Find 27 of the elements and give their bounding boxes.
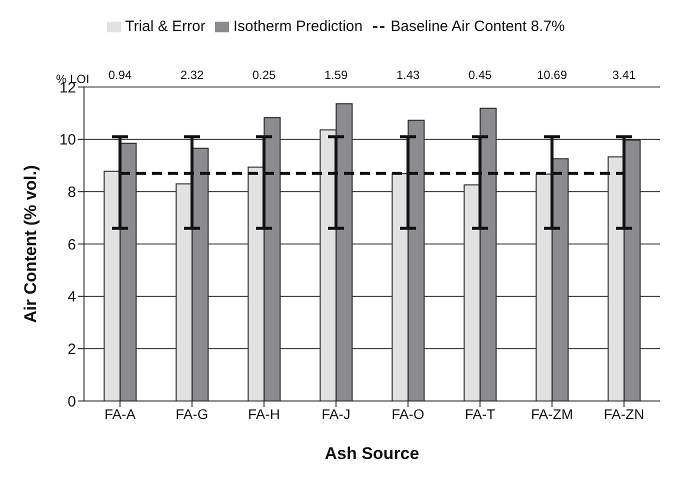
legend-label: Trial & Error — [125, 18, 206, 35]
y-tick-label: 8 — [68, 184, 76, 201]
text: 0.45 — [468, 68, 492, 82]
text: 3.41 — [612, 68, 636, 82]
x-tick-label: FA-ZN — [604, 406, 644, 422]
text: 10.69 — [536, 68, 568, 82]
y-tick-label: 4 — [68, 288, 76, 306]
x-tick-label: FA-J — [322, 406, 350, 422]
y-tick-label: 6 — [68, 236, 76, 254]
y-tick-label: 2 — [68, 340, 76, 358]
y-tick-label: 0 — [68, 393, 76, 410]
x-tick-label: FA-A — [104, 406, 136, 422]
y-tick-label: 10 — [59, 132, 76, 149]
x-tick-label: FA-ZM — [531, 406, 573, 422]
x-tick-label: FA-G — [176, 406, 208, 422]
text: 2.32 — [180, 68, 204, 82]
text: 0.25 — [252, 68, 276, 82]
legend-label: Isotherm Prediction — [233, 18, 363, 35]
x-axis-title: Ash Source — [324, 444, 420, 463]
x-tick-label: FA-O — [392, 406, 424, 422]
x-tick-label: FA-T — [464, 406, 496, 422]
text: 1.59 — [324, 68, 348, 82]
text: 0.94 — [108, 68, 132, 82]
y-axis-title: Air Content (% vol.) — [21, 165, 40, 323]
legend-label: Baseline Air Content 8.7% — [390, 18, 565, 35]
x-tick-label: FA-H — [248, 406, 280, 422]
text: 1.43 — [396, 68, 420, 82]
